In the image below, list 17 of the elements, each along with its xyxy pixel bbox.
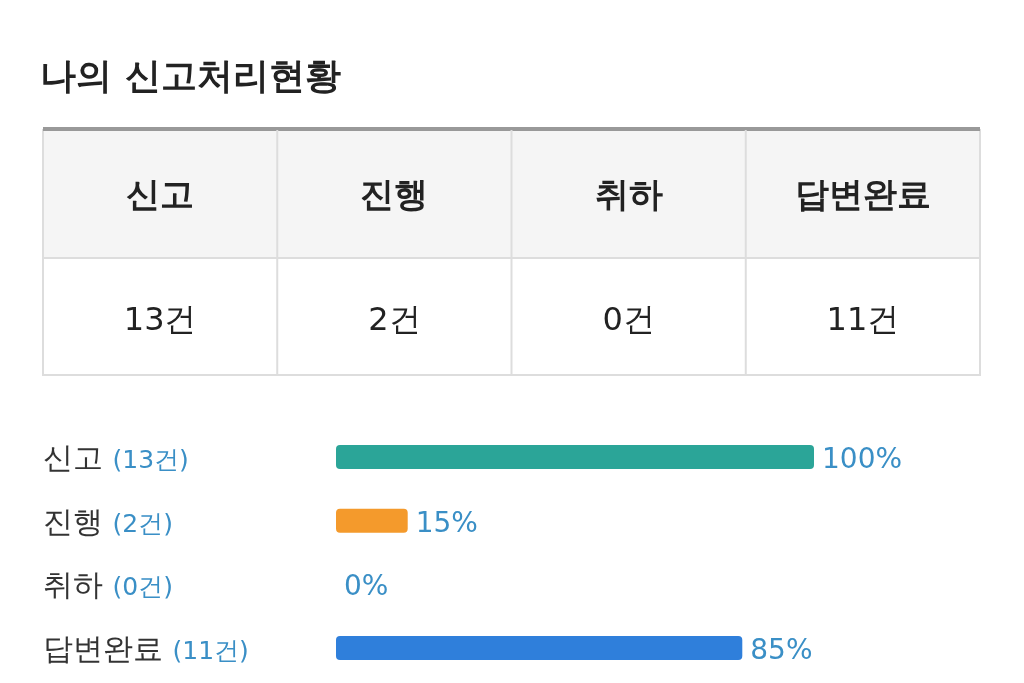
category-label: 취하 xyxy=(594,174,663,214)
category-label: 신고 xyxy=(126,174,195,214)
y-tick-label: 신고 (13건) xyxy=(43,440,189,475)
text: 2건 xyxy=(368,300,421,338)
y-tick-label: 진행 (2건) xyxy=(43,503,173,539)
category-label: 진행 xyxy=(360,174,429,214)
data-label: 100% xyxy=(822,442,903,475)
text: 11건 xyxy=(826,300,900,338)
category-label: 답변완료 xyxy=(794,174,931,214)
y-tick-label: 답변완료 (11건) xyxy=(43,631,249,667)
data-label: 85% xyxy=(750,633,813,667)
y-tick-label: 취하 (0건) xyxy=(43,567,173,603)
data-label: 0% xyxy=(344,569,389,603)
data-label: 15% xyxy=(415,505,478,539)
text: 나의 신고처리현황 xyxy=(40,55,341,96)
text: 13건 xyxy=(123,300,197,338)
text: 0건 xyxy=(602,300,655,338)
